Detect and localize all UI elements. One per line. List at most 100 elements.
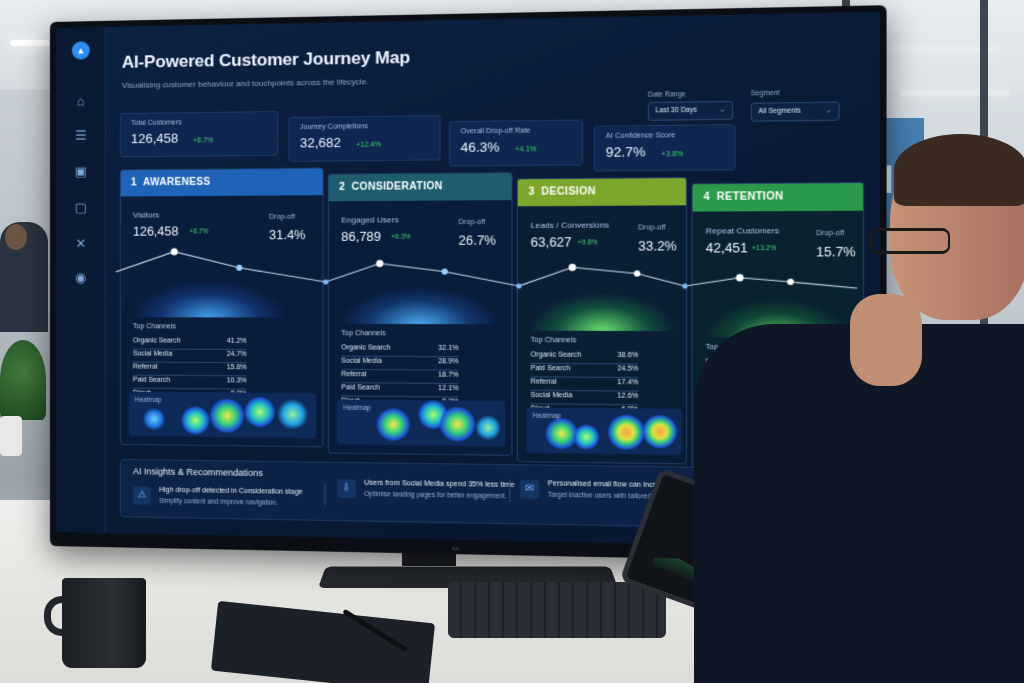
kpi-delta: +3.8% xyxy=(661,150,684,159)
kpi-delta: +12.4% xyxy=(355,141,381,149)
stage-consideration[interactable]: 2 CONSIDERATION Engaged Users 86,789 +6.… xyxy=(327,172,513,456)
channel-row: Paid Search 12.1% xyxy=(341,384,459,398)
stage-decision[interactable]: 3 DECISION Leads / Conversions 63,627 +9… xyxy=(516,177,688,465)
channel-row: Organic Search 32.1% xyxy=(341,344,459,358)
channel-row: Organic Search 38.6% xyxy=(530,351,639,365)
channel-row: Referral 18.7% xyxy=(341,370,459,385)
person-body xyxy=(694,324,1024,683)
keyboard xyxy=(448,582,666,638)
kpi-value: 92.7% xyxy=(605,143,646,160)
monitor-brand-logo: ▭ xyxy=(451,544,459,553)
traffic-visual xyxy=(530,293,676,332)
kpi-label: Journey Completions xyxy=(299,123,369,132)
channels-title: Top Channels xyxy=(341,330,386,338)
dropoff-value: 31.4% xyxy=(269,227,306,243)
plant-pot xyxy=(0,416,22,456)
circle-dot-icon[interactable]: ◉ xyxy=(75,269,87,286)
dropoff-label: Drop-off xyxy=(458,218,486,227)
dropoff-label: Drop-off xyxy=(638,224,666,232)
stage-header: 3 DECISION xyxy=(517,178,687,207)
channel-row: Social Media 28.9% xyxy=(341,357,459,371)
dropoff-value: 26.7% xyxy=(458,233,496,248)
mail-lock-icon: ✉ xyxy=(519,479,540,499)
stage-delta: +8.7% xyxy=(189,228,209,236)
channel-row: Referral 15.8% xyxy=(132,363,247,377)
logo-icon[interactable]: ▲ xyxy=(71,41,90,60)
heatmap: Heatmap xyxy=(526,407,682,455)
person-hair xyxy=(894,134,1024,206)
chevron-down-icon: ⌄ xyxy=(825,106,832,115)
kpi-overall-dropoff: Overall Drop-off Rate 46.3% +4.1% xyxy=(448,119,584,167)
kpi-delta: +8.7% xyxy=(192,137,214,145)
profile-card-icon[interactable]: ▢ xyxy=(74,199,87,215)
background-person-head xyxy=(5,224,27,250)
user-arrow-icon: ⇩ xyxy=(337,479,356,498)
stage-name: CONSIDERATION xyxy=(351,180,443,193)
traffic-visual xyxy=(132,280,286,318)
heatmap: Heatmap xyxy=(337,399,506,447)
date-range-select[interactable]: Last 30 Days ⌄ xyxy=(647,100,734,121)
kpi-label: Overall Drop-off Rate xyxy=(460,127,531,136)
channel-row: Organic Search 41.2% xyxy=(132,337,247,350)
coffee-mug xyxy=(62,578,146,668)
kpi-journey-completions: Journey Completions 32,682 +12.4% xyxy=(288,115,441,162)
insight-title: High drop-off detected in Consideration … xyxy=(159,486,303,497)
kpi-label: Total Customers xyxy=(130,119,182,128)
channel-row: Paid Search 24.5% xyxy=(530,364,639,379)
person-hand xyxy=(850,294,922,386)
dropoff-value: 33.2% xyxy=(638,238,677,254)
stage-number: 3 xyxy=(528,186,535,198)
kpi-delta: +4.1% xyxy=(514,146,537,154)
sidebar: ▲ ⌂ ☰ ▣ ▢ ✕ ◉ xyxy=(55,26,106,534)
kpi-value: 46.3% xyxy=(460,139,500,156)
stage-header: 1 AWARENESS xyxy=(120,168,323,197)
channel-row: Social Media 24.7% xyxy=(132,350,247,364)
stage-metric-value: 86,789 xyxy=(341,229,382,245)
stage-number: 1 xyxy=(130,177,137,189)
stage-delta: +6.3% xyxy=(391,233,411,241)
ceiling-light xyxy=(10,40,50,46)
segment-select[interactable]: All Segments ⌄ xyxy=(750,101,840,122)
heatmap-label: Heatmap xyxy=(343,404,371,413)
stage-name: AWARENESS xyxy=(143,176,211,189)
plant xyxy=(0,340,46,420)
kpi-value: 126,458 xyxy=(130,130,179,147)
divider xyxy=(509,479,511,503)
home-icon[interactable]: ⌂ xyxy=(76,93,85,109)
heatmap-label: Heatmap xyxy=(532,412,561,421)
ai-insights-panel: AI Insights & Recommendations ⚠ High dro… xyxy=(119,458,732,528)
stage-metric-label: Visitors xyxy=(132,210,160,220)
channel-row: Paid Search 10.3% xyxy=(132,376,247,390)
segment-label: Segment xyxy=(750,89,780,98)
stage-metric-value: 63,627 xyxy=(530,235,572,250)
chevron-down-icon: ⌄ xyxy=(719,106,726,114)
channels-title: Top Channels xyxy=(132,323,177,331)
stage-number: 2 xyxy=(339,181,346,194)
date-range-label: Date Range xyxy=(647,91,686,99)
kpi-value: 32,682 xyxy=(299,134,341,151)
stage-delta: +9.8% xyxy=(577,239,598,247)
glasses xyxy=(870,228,950,254)
kpi-total-customers: Total Customers 126,458 +8.7% xyxy=(119,111,279,158)
page-subtitle: Visualising customer behaviour and touch… xyxy=(121,77,369,90)
channel-row: Social Media 12.6% xyxy=(530,391,639,406)
menu-icon[interactable]: ☰ xyxy=(75,127,87,143)
channels-title: Top Channels xyxy=(530,336,577,345)
traffic-visual xyxy=(341,287,499,325)
report-icon[interactable]: ▣ xyxy=(74,163,87,179)
insight-subtitle: Optimise landing pages for better engage… xyxy=(364,490,507,501)
stage-metric-label: Engaged Users xyxy=(341,215,399,225)
stage-name: DECISION xyxy=(541,186,596,198)
alert-person-icon: ⚠ xyxy=(132,486,152,505)
mug-handle xyxy=(44,596,70,636)
date-range-value: Last 30 Days xyxy=(655,106,697,115)
network-icon[interactable]: ✕ xyxy=(75,235,87,251)
person-viewing-monitor xyxy=(690,134,1024,683)
heatmap: Heatmap xyxy=(128,391,317,439)
heatmap-label: Heatmap xyxy=(134,396,162,405)
insights-title: AI Insights & Recommendations xyxy=(132,466,263,479)
channel-row: Referral 17.4% xyxy=(530,378,639,392)
stage-metric-value: 126,458 xyxy=(132,224,179,239)
stage-awareness[interactable]: 1 AWARENESS Visitors 126,458 +8.7% Drop-… xyxy=(119,167,324,448)
segment-value: All Segments xyxy=(758,107,801,116)
